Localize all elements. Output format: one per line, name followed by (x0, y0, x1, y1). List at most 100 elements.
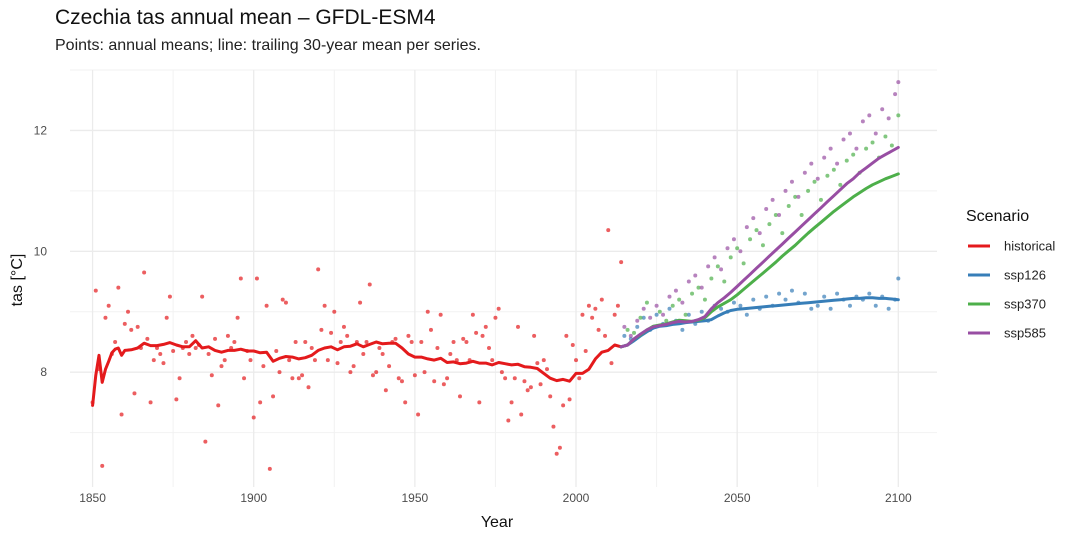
legend-label-historical: historical (1004, 239, 1055, 254)
ssp370-point (786, 203, 791, 208)
historical-point (164, 315, 169, 320)
ssp370-point (735, 246, 740, 251)
historical-point (383, 388, 388, 393)
ssp585-point (706, 264, 711, 269)
x-axis-title: Year (481, 514, 514, 531)
ssp126-point (731, 300, 736, 305)
ssp585-point (867, 113, 872, 118)
historical-point (590, 315, 595, 320)
historical-point (345, 333, 350, 338)
ssp370-point (683, 312, 688, 317)
legend-label-ssp126: ssp126 (1004, 268, 1046, 283)
historical-point (506, 418, 511, 423)
historical-point (364, 339, 369, 344)
ssp126-point (680, 327, 685, 332)
historical-point (377, 346, 382, 350)
historical-point (577, 376, 582, 381)
historical-point (93, 288, 98, 293)
historical-point (200, 294, 205, 299)
ssp370-point (748, 237, 753, 242)
ssp585-point (757, 231, 762, 236)
ssp585-point (628, 333, 633, 338)
historical-point (570, 342, 575, 347)
ssp585-point (667, 294, 672, 299)
ssp370-point (812, 179, 817, 184)
ssp370-point (773, 213, 778, 218)
historical-point (564, 333, 569, 338)
historical-point (516, 324, 521, 329)
y-tick-label: 10 (34, 244, 48, 258)
historical-point (325, 358, 330, 363)
historical-point (319, 327, 324, 332)
ssp126-point (764, 294, 769, 299)
ssp126-point (822, 294, 827, 299)
ssp585-point (673, 288, 678, 293)
ssp370-point (780, 231, 785, 236)
historical-point (599, 297, 604, 302)
ssp370-point (625, 327, 630, 332)
historical-point (609, 361, 614, 366)
y-tick-label: 8 (40, 365, 47, 379)
ssp370-trend-line (619, 172, 900, 349)
x-tick-label: 1950 (402, 491, 429, 505)
ssp370-point (657, 309, 662, 314)
historical-point (586, 303, 591, 308)
historical-point (525, 388, 530, 393)
historical-trend-line (91, 339, 623, 407)
ssp126-point (828, 306, 833, 311)
historical-point (483, 324, 488, 329)
x-tick-label: 1900 (240, 491, 267, 505)
ssp585-point (661, 312, 666, 317)
axis-layer: 1850 1900 1950 2000 2050 2100 8 10 12 (34, 123, 912, 505)
ssp585-point (873, 131, 878, 136)
historical-point (332, 309, 337, 314)
ssp126-point (667, 306, 672, 311)
ssp126-point (789, 288, 794, 293)
ssp126-point (783, 297, 788, 302)
historical-point (309, 346, 314, 350)
historical-point (122, 321, 127, 326)
historical-point (451, 339, 456, 344)
ssp126-point (641, 315, 646, 320)
ssp126-point (738, 303, 743, 308)
historical-point (335, 361, 340, 366)
historical-point (528, 385, 533, 390)
x-tick-label: 1850 (79, 491, 106, 505)
ssp370-point (889, 143, 894, 148)
ssp370-point (896, 113, 901, 118)
historical-point (167, 294, 172, 299)
ssp370-point (851, 152, 856, 157)
historical-point (258, 400, 263, 405)
historical-point (203, 439, 208, 444)
historical-point (470, 312, 475, 317)
historical-point (425, 309, 430, 314)
historical-point (209, 373, 214, 378)
historical-point (145, 336, 150, 341)
ssp585-point (880, 107, 885, 112)
historical-point (264, 303, 269, 308)
historical-point (509, 400, 514, 405)
ssp585-point (654, 303, 659, 308)
historical-point (399, 379, 404, 384)
ssp126-point (809, 306, 814, 311)
historical-point (129, 327, 134, 332)
ssp585-point (686, 279, 691, 284)
historical-point (593, 306, 598, 311)
historical-point (322, 303, 327, 308)
historical-point (493, 315, 498, 320)
ssp585-point (835, 161, 840, 166)
ssp585-point (777, 213, 782, 218)
historical-point (416, 412, 421, 417)
legend-label-ssp585: ssp585 (1004, 326, 1046, 341)
ssp126-point (777, 291, 782, 296)
historical-point (432, 379, 437, 384)
historical-point (287, 358, 292, 363)
ssp585-point (635, 318, 640, 323)
ssp585-point (893, 92, 898, 97)
historical-point (213, 336, 218, 341)
ssp585-point (648, 315, 653, 320)
historical-point (606, 228, 611, 233)
ssp585-point (641, 306, 646, 311)
ssp126-point (815, 303, 820, 308)
ssp370-point (838, 182, 843, 187)
